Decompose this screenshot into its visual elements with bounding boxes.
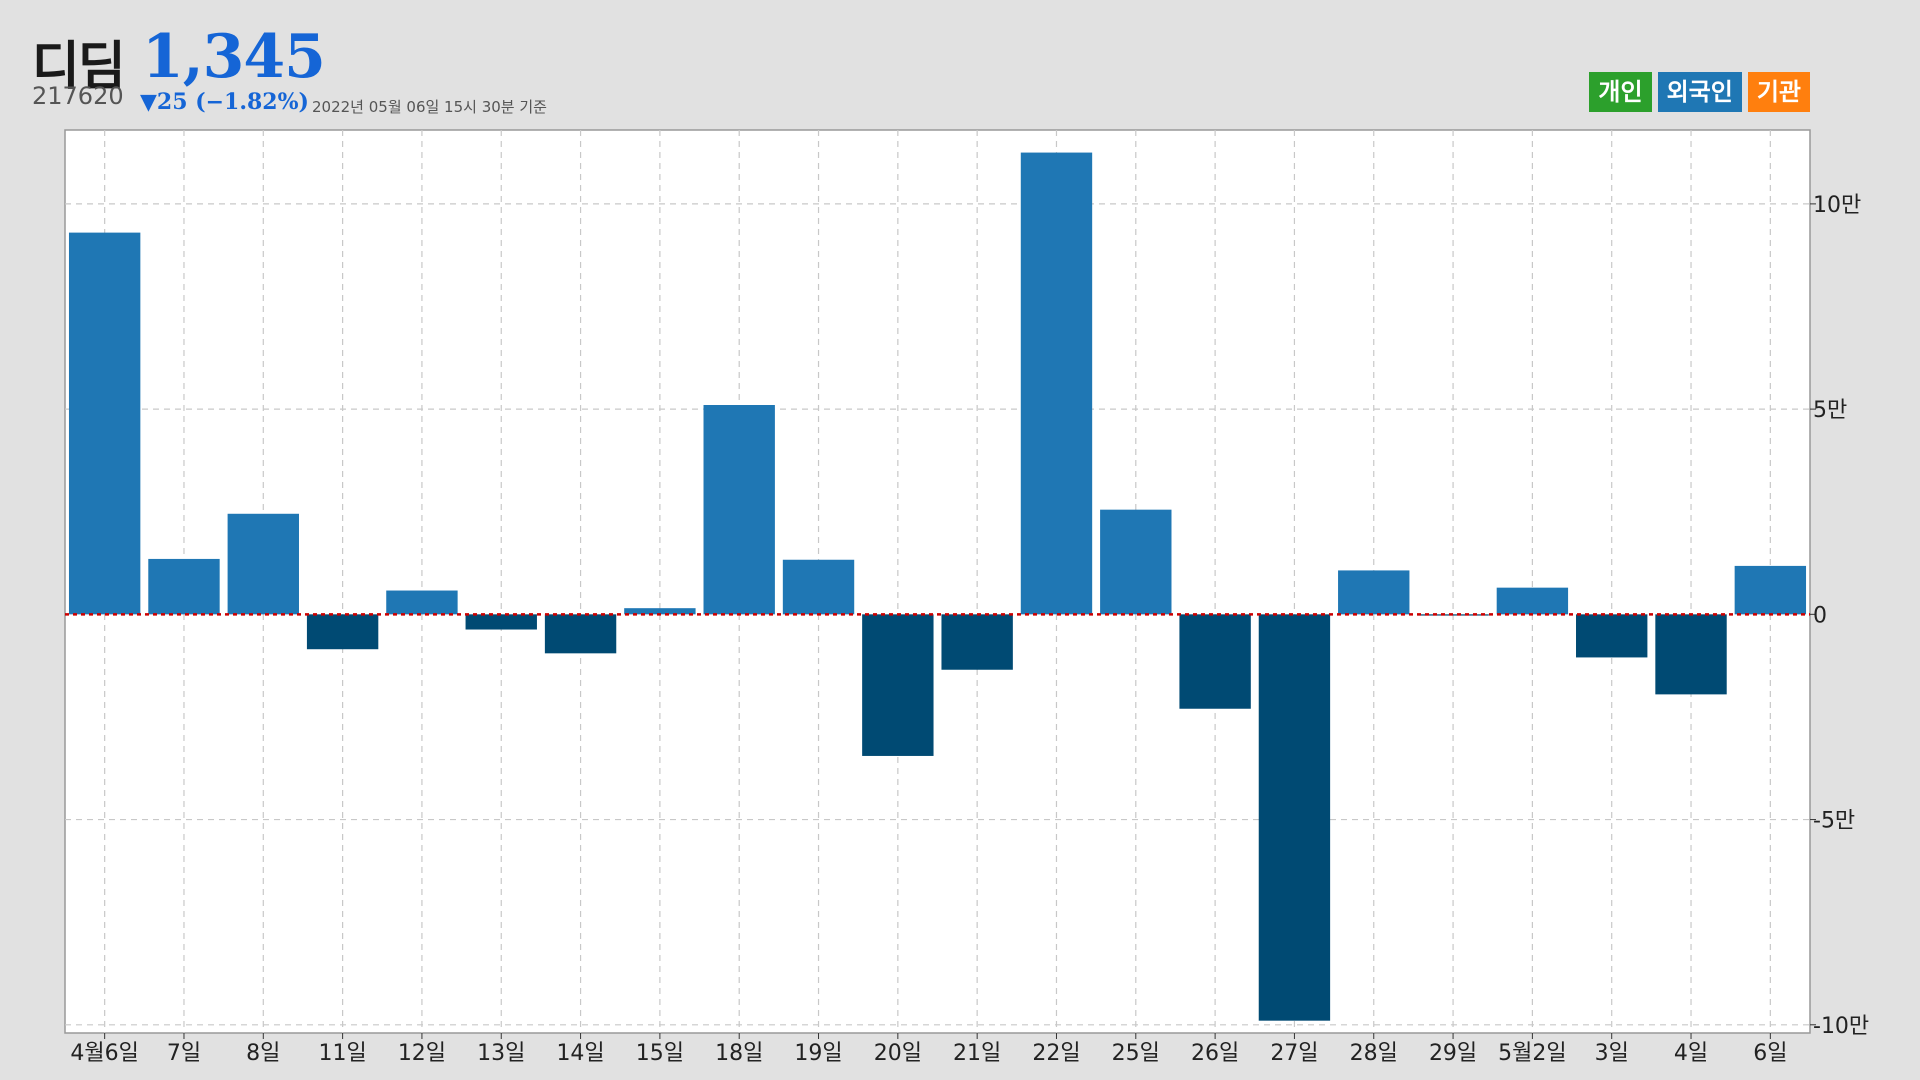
bar [386, 590, 458, 615]
bar [703, 405, 775, 615]
x-tick-label: 7일 [167, 1041, 201, 1066]
legend-individual[interactable]: 개인 [1589, 72, 1652, 112]
x-tick-label: 6일 [1753, 1041, 1787, 1066]
bar [1655, 614, 1727, 695]
price-change: ▼25 (−1.82%) [140, 89, 309, 115]
x-tick-label: 29일 [1429, 1041, 1477, 1066]
bar [1258, 614, 1331, 1021]
x-tick-label: 15일 [636, 1041, 684, 1066]
bar [1100, 509, 1172, 615]
y-tick-label: 0 [1813, 603, 1827, 628]
x-tick-label: 20일 [874, 1041, 922, 1066]
x-tick-label: 11일 [318, 1041, 366, 1066]
x-tick-label: 27일 [1270, 1041, 1318, 1066]
y-tick-label: 5만 [1813, 398, 1847, 423]
bar [1496, 587, 1569, 615]
investor-legend: 개인 외국인 기관 [1589, 72, 1810, 112]
legend-institution[interactable]: 기관 [1747, 72, 1810, 112]
x-tick-label: 4일 [1674, 1041, 1708, 1066]
bar [1338, 570, 1410, 615]
x-tick-label: 19일 [794, 1041, 842, 1066]
bar [306, 614, 379, 650]
x-tick-label: 12일 [398, 1041, 446, 1066]
bar [1417, 614, 1489, 616]
legend-foreigner[interactable]: 외국인 [1657, 72, 1742, 112]
as-of-timestamp: 2022년 05월 06일 15시 30분 기준 [312, 98, 547, 116]
bar [148, 558, 220, 615]
x-tick-label: 5월2일 [1498, 1041, 1566, 1066]
bar [862, 614, 934, 756]
bar [941, 614, 1013, 670]
bar [544, 614, 617, 654]
x-tick-label: 25일 [1112, 1041, 1160, 1066]
bar [1734, 565, 1807, 615]
x-tick-label: 18일 [715, 1041, 763, 1066]
y-tick-label: -10만 [1813, 1014, 1869, 1039]
bar [465, 614, 537, 630]
x-tick-label: 26일 [1191, 1041, 1239, 1066]
bar [782, 559, 855, 615]
stock-name: 디딤 [32, 37, 126, 97]
x-tick-label: 28일 [1350, 1041, 1398, 1066]
bar [227, 513, 299, 615]
x-tick-label: 8일 [246, 1041, 280, 1066]
x-tick-label: 21일 [953, 1041, 1001, 1066]
bar [1020, 152, 1093, 615]
stock-code: 217620 [32, 82, 124, 110]
bar [68, 232, 141, 615]
x-tick-label: 13일 [477, 1041, 525, 1066]
x-tick-label: 3일 [1595, 1041, 1629, 1066]
x-tick-label: 22일 [1032, 1041, 1080, 1066]
bar [1179, 614, 1251, 709]
y-tick-label: -5만 [1813, 809, 1855, 834]
x-tick-label: 14일 [556, 1041, 604, 1066]
x-tick-label: 4월6일 [70, 1041, 138, 1066]
bar [1576, 614, 1648, 658]
y-tick-label: 10만 [1813, 193, 1861, 218]
bar [624, 608, 696, 615]
plot-area [64, 129, 1811, 1034]
stock-price: 1,345 [142, 22, 326, 92]
